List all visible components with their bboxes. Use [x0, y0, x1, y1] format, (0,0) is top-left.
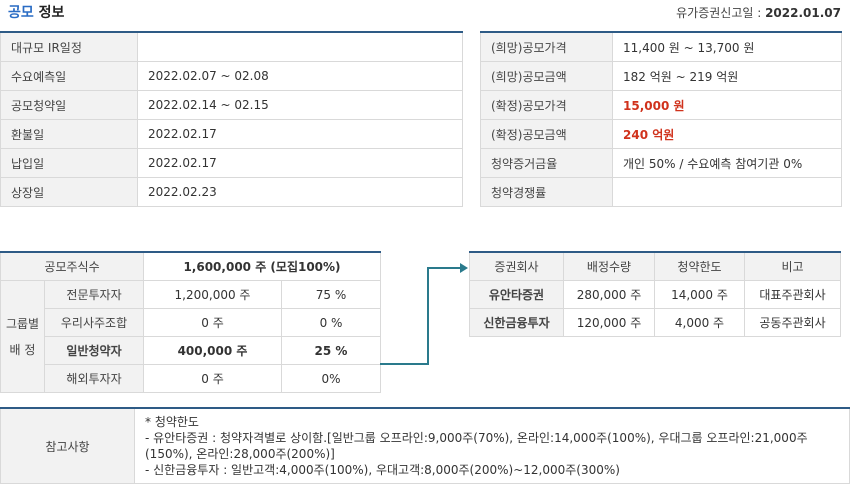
table-row: 납입일 2022.02.17	[0, 148, 463, 178]
table-row: 상장일 2022.02.23	[0, 177, 463, 207]
broker-note: 대표주관회사	[744, 280, 841, 309]
investor-shares: 1,200,000 주	[143, 280, 283, 309]
table-row: (확정)공모가격 15,000 원	[480, 90, 842, 120]
page-title-accent: 공모	[8, 5, 34, 21]
allocation-table: 공모주식수 1,600,000 주 (모집100%) 그룹별 배 정 전문투자자…	[0, 251, 381, 393]
page-title-rest: 정보	[33, 5, 65, 21]
investor-shares: 0 주	[143, 364, 283, 393]
reference-body: * 청약한도 - 유안타증권 : 청약자격별로 상이함.[일반그룹 오프라인:9…	[134, 407, 850, 484]
price-label: 청약증거금율	[480, 148, 613, 178]
table-row: 그룹별 배 정 전문투자자 1,200,000 주 75 %	[0, 280, 381, 393]
investor-type: 전문투자자	[43, 280, 145, 309]
table-row: 청약경쟁률	[480, 177, 842, 207]
schedule-label: 수요예측일	[0, 61, 138, 91]
broker-limit: 14,000 주	[654, 280, 745, 309]
investor-pct: 0 %	[281, 308, 381, 337]
column-header: 배정수량	[563, 251, 655, 281]
investor-pct-general: 25 %	[281, 336, 381, 365]
price-label: 청약경쟁률	[480, 177, 613, 207]
table-row: 유안타증권 280,000 주 14,000 주 대표주관회사	[469, 280, 841, 309]
investor-type-general: 일반청약자	[43, 336, 145, 365]
investor-shares: 0 주	[143, 308, 283, 337]
reference-label: 참고사항	[0, 407, 135, 484]
schedule-label: 상장일	[0, 177, 138, 207]
investor-type: 해외투자자	[43, 364, 145, 393]
schedule-value: 2022.02.07 ~ 02.08	[137, 61, 463, 91]
table-row: 우리사주조합 0 주 0 %	[1, 308, 381, 337]
filing-date: 유가증권신고일 : 2022.01.07	[676, 4, 841, 21]
broker-limit: 4,000 주	[654, 308, 745, 337]
price-label: (확정)공모금액	[480, 119, 613, 149]
reference-line: - 신한금융투자 : 일반고객:4,000주(100%), 우대고객:8,000…	[145, 463, 620, 477]
reference-table: 참고사항 * 청약한도 - 유안타증권 : 청약자격별로 상이함.[일반그룹 오…	[0, 407, 850, 484]
table-row: 청약증거금율 개인 50% / 수요예측 참여기관 0%	[480, 148, 842, 178]
schedule-label: 공모청약일	[0, 90, 138, 120]
table-row: 공모주식수 1,600,000 주 (모집100%)	[0, 251, 381, 281]
table-row: (희망)공모금액 182 억원 ~ 219 억원	[480, 61, 842, 91]
table-row: (확정)공모금액 240 억원	[480, 119, 842, 149]
reference-line: * 청약한도	[145, 415, 199, 429]
table-row: (희망)공모가격 11,400 원 ~ 13,700 원	[480, 31, 842, 62]
schedule-label: 납입일	[0, 148, 138, 178]
schedule-value	[137, 31, 463, 62]
price-label: (확정)공모가격	[480, 90, 613, 120]
broker-table: 증권회사 배정수량 청약한도 비고 유안타증권 280,000 주 14,000…	[469, 251, 841, 337]
price-label: (희망)공모가격	[480, 31, 613, 62]
total-shares-value: 1,600,000 주 (모집100%)	[143, 251, 381, 281]
table-row: 환불일 2022.02.17	[0, 119, 463, 149]
schedule-label: 대규모 IR일정	[0, 31, 138, 62]
total-shares-label: 공모주식수	[0, 251, 145, 281]
table-row: 공모청약일 2022.02.14 ~ 02.15	[0, 90, 463, 120]
reference-line: - 유안타증권 : 청약자격별로 상이함.[일반그룹 오프라인:9,000주(7…	[145, 431, 808, 445]
filing-date-label: 유가증권신고일 :	[676, 6, 766, 20]
table-row: 참고사항 * 청약한도 - 유안타증권 : 청약자격별로 상이함.[일반그룹 오…	[0, 407, 850, 484]
broker-qty: 120,000 주	[563, 308, 655, 337]
group-label-line2: 배 정	[9, 342, 36, 357]
confirmed-amount-value: 240 억원	[612, 119, 842, 149]
table-header-row: 증권회사 배정수량 청약한도 비고	[469, 251, 841, 281]
schedule-value: 2022.02.17	[137, 119, 463, 149]
broker-qty: 280,000 주	[563, 280, 655, 309]
broker-name: 신한금융투자	[469, 308, 564, 337]
confirmed-price-value: 15,000 원	[612, 90, 842, 120]
table-row: 해외투자자 0 주 0%	[1, 364, 381, 393]
column-header: 비고	[744, 251, 841, 281]
broker-name: 유안타증권	[469, 280, 564, 309]
connector-arrow-icon	[380, 263, 468, 365]
group-allocation-label: 그룹별 배 정	[0, 280, 45, 393]
page-title: 공모 정보	[8, 2, 64, 22]
column-header: 증권회사	[469, 251, 564, 281]
filing-date-value: 2022.01.07	[765, 6, 841, 20]
price-label: (희망)공모금액	[480, 61, 613, 91]
investor-pct: 0%	[281, 364, 381, 393]
price-value	[612, 177, 842, 207]
price-value: 11,400 원 ~ 13,700 원	[612, 31, 842, 62]
table-row: 대규모 IR일정	[0, 31, 463, 62]
broker-note: 공동주관회사	[744, 308, 841, 337]
investor-type: 우리사주조합	[43, 308, 145, 337]
schedule-value: 2022.02.17	[137, 148, 463, 178]
group-label-line1: 그룹별	[5, 316, 40, 331]
investor-shares-general: 400,000 주	[143, 336, 283, 365]
schedule-label: 환불일	[0, 119, 138, 149]
table-row: 일반청약자 400,000 주 25 %	[1, 336, 381, 365]
table-row: 수요예측일 2022.02.07 ~ 02.08	[0, 61, 463, 91]
price-value: 개인 50% / 수요예측 참여기관 0%	[612, 148, 842, 178]
price-table: (희망)공모가격 11,400 원 ~ 13,700 원 (희망)공모금액 182 …	[480, 31, 842, 207]
reference-line: (150%), 온라인:28,000주(200%)]	[145, 447, 335, 461]
schedule-value: 2022.02.23	[137, 177, 463, 207]
schedule-value: 2022.02.14 ~ 02.15	[137, 90, 463, 120]
column-header: 청약한도	[654, 251, 745, 281]
schedule-table: 대규모 IR일정 수요예측일 2022.02.07 ~ 02.08 공모청약일 20…	[0, 31, 463, 207]
price-value: 182 억원 ~ 219 억원	[612, 61, 842, 91]
investor-pct: 75 %	[281, 280, 381, 309]
table-row: 신한금융투자 120,000 주 4,000 주 공동주관회사	[469, 308, 841, 337]
